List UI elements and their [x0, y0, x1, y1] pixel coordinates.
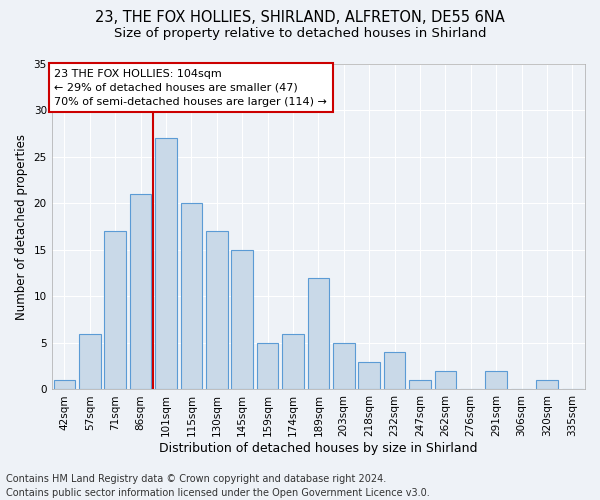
Bar: [536, 380, 557, 390]
Bar: [181, 204, 202, 390]
Bar: [384, 352, 406, 390]
Text: Contains HM Land Registry data © Crown copyright and database right 2024.
Contai: Contains HM Land Registry data © Crown c…: [6, 474, 430, 498]
Bar: [53, 380, 75, 390]
Bar: [232, 250, 253, 390]
Text: Size of property relative to detached houses in Shirland: Size of property relative to detached ho…: [114, 28, 486, 40]
Bar: [257, 343, 278, 390]
Bar: [358, 362, 380, 390]
Bar: [333, 343, 355, 390]
Bar: [79, 334, 101, 390]
Text: 23, THE FOX HOLLIES, SHIRLAND, ALFRETON, DE55 6NA: 23, THE FOX HOLLIES, SHIRLAND, ALFRETON,…: [95, 10, 505, 25]
Bar: [434, 371, 456, 390]
X-axis label: Distribution of detached houses by size in Shirland: Distribution of detached houses by size …: [159, 442, 478, 455]
Text: 23 THE FOX HOLLIES: 104sqm
← 29% of detached houses are smaller (47)
70% of semi: 23 THE FOX HOLLIES: 104sqm ← 29% of deta…: [55, 69, 327, 107]
Bar: [308, 278, 329, 390]
Bar: [409, 380, 431, 390]
Bar: [104, 232, 126, 390]
Bar: [485, 371, 507, 390]
Y-axis label: Number of detached properties: Number of detached properties: [15, 134, 28, 320]
Bar: [282, 334, 304, 390]
Bar: [206, 232, 227, 390]
Bar: [155, 138, 177, 390]
Bar: [130, 194, 151, 390]
